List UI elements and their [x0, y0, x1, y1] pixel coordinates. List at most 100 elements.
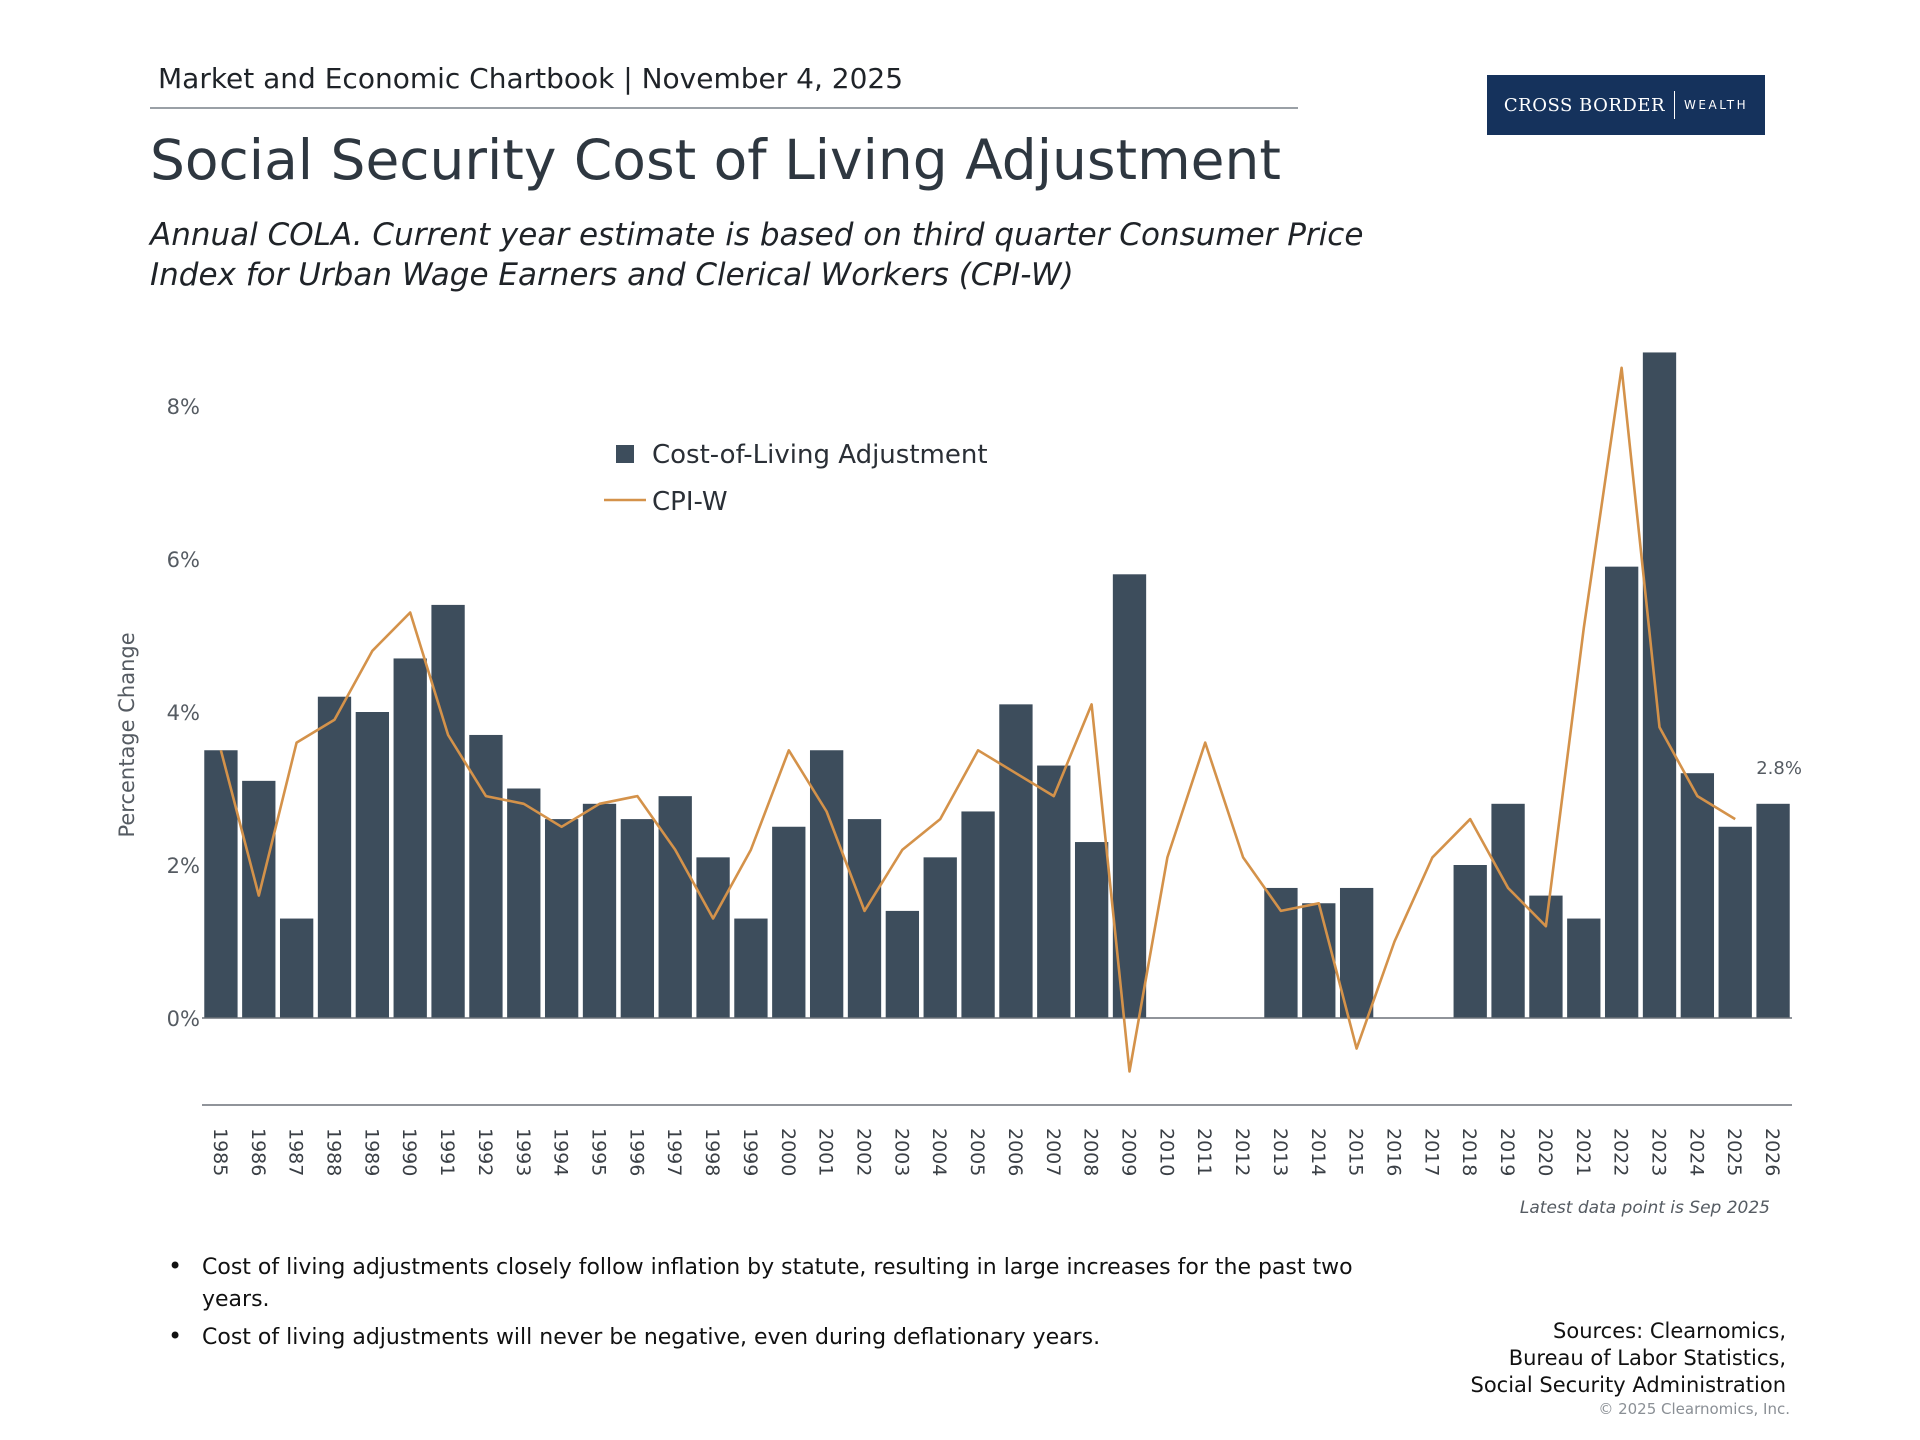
x-tick-label: 2023	[1648, 1128, 1670, 1176]
bar-2008	[1074, 842, 1109, 1018]
x-tick-label: 1998	[701, 1128, 723, 1176]
x-tick-label: 2004	[928, 1128, 950, 1176]
bar-2003	[885, 910, 920, 1018]
legend-label-cola: Cost-of-Living Adjustment	[652, 440, 988, 470]
x-tick-label: 2002	[853, 1128, 875, 1176]
bar-2019	[1491, 803, 1525, 1018]
x-tick-label: 2016	[1383, 1128, 1405, 1176]
legend-swatch-cola	[616, 445, 634, 463]
legend-label-cpiw: CPI-W	[652, 487, 728, 517]
bar-1990	[393, 658, 427, 1018]
bar-2026	[1756, 803, 1790, 1018]
bar-2022	[1604, 566, 1639, 1018]
bar-2014	[1302, 903, 1336, 1018]
bar-2004	[923, 857, 957, 1018]
logo-main-text: CROSS BORDER	[1503, 94, 1666, 116]
bar-1989	[355, 712, 390, 1018]
bar-2021	[1567, 918, 1601, 1018]
x-tick-label: 2018	[1458, 1128, 1480, 1176]
x-tick-label: 1987	[285, 1128, 307, 1176]
page-title: Social Security Cost of Living Adjustmen…	[150, 128, 1281, 192]
x-tick-label: 2003	[890, 1128, 912, 1176]
bar-1988	[317, 696, 352, 1018]
bar-1996	[620, 819, 655, 1018]
x-tick-label: 2026	[1761, 1128, 1783, 1176]
bar-1991	[431, 604, 465, 1018]
x-tick-label: 1994	[550, 1128, 572, 1176]
bar-2009	[1112, 574, 1147, 1018]
latest-data-note: Latest data point is Sep 2025	[1520, 1198, 1770, 1218]
x-tick-label: 2024	[1685, 1128, 1707, 1176]
bar-2006	[999, 704, 1033, 1018]
logo-separator	[1674, 91, 1676, 119]
x-tick-label: 1991	[436, 1128, 458, 1176]
x-tick-label: 1986	[247, 1128, 269, 1176]
x-tick-label: 2010	[1155, 1128, 1177, 1176]
x-tick-label: 1990	[398, 1128, 420, 1176]
bar-2000	[772, 826, 806, 1018]
x-tick-label: 2014	[1307, 1128, 1329, 1176]
x-tick-label: 2015	[1345, 1128, 1367, 1176]
key-point-2: Cost of living adjustments will never be…	[168, 1320, 1388, 1354]
bar-2024	[1680, 773, 1715, 1018]
x-tick-label: 2006	[1004, 1128, 1026, 1176]
chartbook-header: Market and Economic Chartbook | November…	[158, 62, 904, 95]
bar-2007	[1037, 765, 1071, 1018]
x-tick-label: 1985	[209, 1128, 231, 1176]
x-tick-label: 2021	[1572, 1128, 1594, 1176]
header-divider	[150, 107, 1298, 109]
subtitle-line-1: Annual COLA. Current year estimate is ba…	[150, 217, 1364, 253]
x-tick-label: 2007	[1042, 1128, 1064, 1176]
bar-1999	[734, 918, 768, 1018]
x-tick-label: 2020	[1534, 1128, 1556, 1176]
sources-line-1: Sources: Clearnomics,	[1553, 1319, 1786, 1343]
bar-1986	[242, 780, 276, 1018]
x-tick-label: 1996	[625, 1128, 647, 1176]
sources-line-3: Social Security Administration	[1470, 1373, 1786, 1397]
x-tick-label: 2011	[1193, 1128, 1215, 1176]
x-tick-label: 2000	[777, 1128, 799, 1176]
bar-2023	[1642, 352, 1677, 1018]
x-tick-label: 2013	[1269, 1128, 1291, 1176]
y-tick-label: 8%	[167, 395, 200, 419]
x-tick-label: 1989	[360, 1128, 382, 1176]
y-tick-label: 0%	[167, 1007, 200, 1031]
bar-2015	[1339, 887, 1374, 1018]
logo-sub-text: WEALTH	[1684, 98, 1749, 112]
x-tick-label: 2022	[1610, 1128, 1632, 1176]
sources-block: Sources: Clearnomics, Bureau of Labor St…	[1470, 1318, 1786, 1399]
x-tick-label: 2017	[1420, 1128, 1442, 1176]
x-tick-label: 2001	[815, 1128, 837, 1176]
bar-2005	[961, 811, 995, 1018]
bar-1998	[696, 857, 730, 1018]
bar-1995	[582, 803, 617, 1018]
chart-subtitle: Annual COLA. Current year estimate is ba…	[150, 215, 1400, 295]
y-axis-label: Percentage Change	[115, 632, 139, 837]
x-tick-label: 1997	[663, 1128, 685, 1176]
x-tick-label: 1995	[588, 1128, 610, 1176]
y-tick-label: 4%	[167, 701, 200, 725]
x-tick-label: 2005	[966, 1128, 988, 1176]
bar-1992	[469, 734, 503, 1018]
bar-1997	[658, 796, 692, 1018]
bar-2002	[847, 819, 882, 1018]
bar-1994	[544, 819, 579, 1018]
x-tick-label: 1999	[739, 1128, 761, 1176]
cross-border-wealth-logo: CROSS BORDER WEALTH	[1487, 75, 1765, 135]
x-tick-label: 2008	[1080, 1128, 1102, 1176]
y-tick-label: 2%	[167, 854, 200, 878]
bar-2018	[1453, 865, 1487, 1018]
x-tick-label: 2009	[1118, 1128, 1140, 1176]
key-point-1: Cost of living adjustments closely follo…	[168, 1250, 1388, 1316]
bar-1993	[507, 788, 541, 1018]
x-tick-label: 2025	[1723, 1128, 1745, 1176]
bar-2025	[1718, 826, 1752, 1018]
x-tick-label: 2012	[1231, 1128, 1253, 1176]
x-tick-label: 1992	[474, 1128, 496, 1176]
key-points-list: Cost of living adjustments closely follo…	[168, 1250, 1388, 1360]
x-tick-label: 1988	[323, 1128, 345, 1176]
copyright-notice: © 2025 Clearnomics, Inc.	[1598, 1400, 1790, 1418]
y-tick-label: 6%	[167, 548, 200, 572]
x-tick-label: 1993	[512, 1128, 534, 1176]
